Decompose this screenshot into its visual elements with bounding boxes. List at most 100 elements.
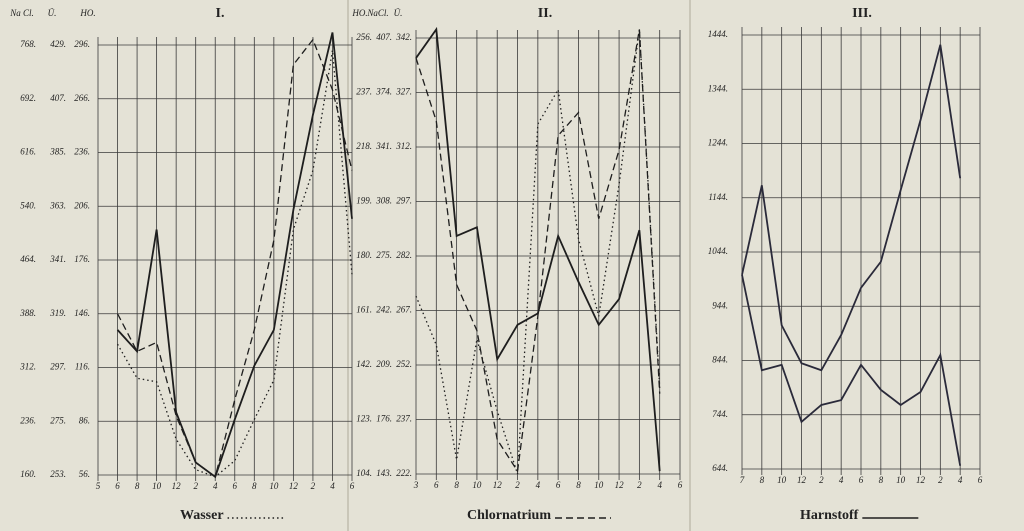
x-tick-label: 6: [678, 480, 683, 490]
x-tick-label: 6: [859, 475, 864, 485]
y-tick-label: 1244.: [708, 138, 728, 148]
panel-title: III.: [852, 6, 872, 21]
extra-tick-label: 540.: [20, 200, 36, 210]
y-tick-label: 142.: [356, 359, 372, 369]
extra-tick-label: 160.: [20, 469, 36, 479]
extra-tick-label: 236.: [20, 415, 36, 425]
series-line: [415, 29, 661, 473]
x-tick-label: 10: [594, 480, 604, 490]
y-tick-label: 116.: [75, 362, 90, 372]
y-tick-label: 236.: [74, 147, 90, 157]
series-line: [116, 32, 353, 479]
extra-tick-label: 363.: [49, 200, 66, 210]
extra-tick-label: 253.: [50, 469, 66, 479]
y-tick-label: 104.: [356, 468, 372, 478]
extra-tick-label: 385.: [49, 147, 66, 157]
x-tick-label: 6: [434, 480, 439, 490]
extra-tick-label: 341.: [375, 141, 392, 151]
extra-tick-label: 312.: [19, 362, 36, 372]
y-tick-label: 180.: [356, 250, 372, 260]
extra-tick-label: 768.: [20, 39, 36, 49]
x-tick-label: 8: [760, 475, 765, 485]
x-tick-label: 12: [916, 475, 926, 485]
panel-title: II.: [538, 6, 552, 21]
y-tick-label: 296.: [74, 39, 90, 49]
series-line: [741, 274, 962, 466]
legend-label: Wasser: [180, 508, 224, 523]
x-tick-label: 7: [740, 475, 745, 485]
y-tick-label: 176.: [74, 254, 90, 264]
x-tick-label: 6: [556, 480, 561, 490]
x-tick-label: 8: [879, 475, 884, 485]
x-tick-label: 8: [454, 480, 459, 490]
x-tick-label: 10: [269, 481, 279, 491]
extra-tick-label: 297.: [396, 196, 412, 206]
extra-tick-label: 312.: [395, 141, 412, 151]
x-tick-label: 4: [958, 475, 963, 485]
y-tick-label: 266.: [74, 93, 90, 103]
extra-tick-label: 143.: [376, 468, 392, 478]
extra-tick-label: 209.: [376, 359, 392, 369]
x-tick-label: 10: [152, 481, 162, 491]
x-tick-label: 6: [978, 475, 983, 485]
y-tick-label: 944.: [712, 300, 728, 310]
x-tick-label: 2: [311, 481, 316, 491]
extra-tick-label: 237.: [396, 414, 412, 424]
axis-title: Ü.: [48, 8, 57, 18]
legend-label: Chlornatrium: [467, 508, 551, 523]
extra-tick-label: 616.: [20, 147, 36, 157]
y-tick-label: 1444.: [708, 29, 728, 39]
extra-tick-label: 319.: [49, 308, 66, 318]
extra-tick-label: 692.: [20, 93, 36, 103]
extra-tick-label: 429.: [50, 39, 66, 49]
x-tick-label: 12: [172, 481, 182, 491]
y-tick-label: 237.: [356, 87, 372, 97]
x-tick-label: 4: [213, 481, 218, 491]
x-tick-label: 4: [839, 475, 844, 485]
y-tick-label: 199.: [356, 196, 372, 206]
x-tick-label: 10: [777, 475, 787, 485]
x-tick-label: 8: [252, 481, 257, 491]
series-line: [116, 38, 353, 478]
y-tick-label: 218.: [356, 141, 372, 151]
x-tick-label: 4: [657, 480, 662, 490]
extra-tick-label: 267.: [396, 305, 412, 315]
extra-tick-label: 297.: [50, 362, 66, 372]
y-tick-label: 86.: [79, 415, 90, 425]
extra-tick-label: 388.: [19, 308, 36, 318]
y-tick-label: 123.: [356, 414, 372, 424]
axis-title: Ü.: [394, 8, 403, 18]
extra-tick-label: 341.: [49, 254, 66, 264]
x-tick-label: 3: [413, 480, 419, 490]
x-tick-label: 12: [289, 481, 299, 491]
y-tick-label: 206.: [74, 200, 90, 210]
extra-tick-label: 275.: [50, 415, 66, 425]
extra-tick-label: 374.: [375, 87, 392, 97]
extra-tick-label: 407.: [376, 32, 392, 42]
x-tick-label: 6: [115, 481, 120, 491]
axis-title: NaCl.: [366, 8, 388, 18]
extra-tick-label: 464.: [20, 254, 36, 264]
extra-tick-label: 342.: [395, 32, 412, 42]
extra-tick-label: 176.: [376, 414, 392, 424]
y-tick-label: 1144.: [708, 192, 728, 202]
extra-tick-label: 282.: [396, 250, 412, 260]
series-line: [741, 44, 962, 372]
x-tick-label: 10: [896, 475, 906, 485]
x-tick-label: 2: [515, 480, 520, 490]
extra-tick-label: 407.: [50, 93, 66, 103]
y-tick-label: 644.: [712, 463, 728, 473]
x-tick-label: 2: [193, 481, 198, 491]
x-tick-label: 6: [350, 481, 355, 491]
x-tick-label: 6: [233, 481, 238, 491]
y-tick-label: 744.: [712, 409, 728, 419]
x-tick-label: 5: [96, 481, 101, 491]
y-tick-label: 1044.: [708, 246, 728, 256]
x-tick-label: 2: [819, 475, 824, 485]
extra-tick-label: 308.: [375, 196, 392, 206]
x-tick-label: 4: [330, 481, 335, 491]
legend-label: Harnstoff: [800, 508, 859, 523]
